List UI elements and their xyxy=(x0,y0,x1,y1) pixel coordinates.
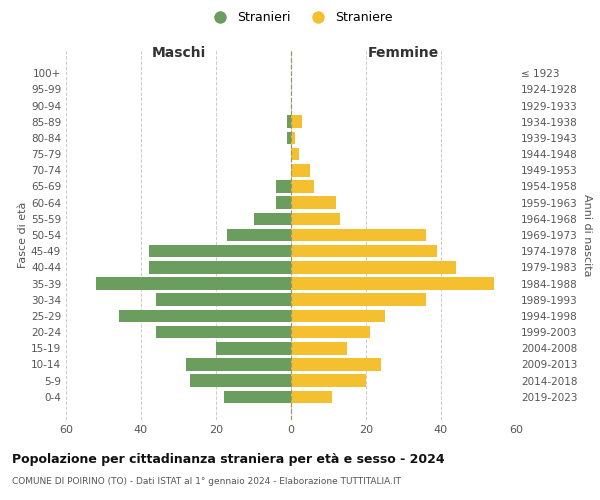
Bar xyxy=(291,326,370,338)
Bar xyxy=(156,326,291,338)
Text: Femmine: Femmine xyxy=(368,46,439,60)
Bar xyxy=(291,132,295,144)
Y-axis label: Anni di nascita: Anni di nascita xyxy=(581,194,592,276)
Bar xyxy=(190,374,291,387)
Bar xyxy=(291,148,299,160)
Bar xyxy=(149,261,291,274)
Legend: Stranieri, Straniere: Stranieri, Straniere xyxy=(202,6,398,29)
Bar xyxy=(186,358,291,371)
Bar xyxy=(291,116,302,128)
Bar xyxy=(291,358,381,371)
Bar xyxy=(291,277,493,290)
Bar xyxy=(287,116,291,128)
Bar xyxy=(291,164,310,176)
Bar xyxy=(276,180,291,193)
Text: Popolazione per cittadinanza straniera per età e sesso - 2024: Popolazione per cittadinanza straniera p… xyxy=(12,452,445,466)
Y-axis label: Fasce di età: Fasce di età xyxy=(18,202,28,268)
Bar xyxy=(254,212,291,225)
Bar xyxy=(119,310,291,322)
Bar xyxy=(216,342,291,354)
Bar xyxy=(227,228,291,241)
Bar xyxy=(291,228,426,241)
Bar xyxy=(96,277,291,290)
Bar xyxy=(291,196,336,209)
Bar xyxy=(156,294,291,306)
Bar xyxy=(291,245,437,258)
Bar xyxy=(291,310,385,322)
Bar xyxy=(291,294,426,306)
Bar xyxy=(291,390,332,403)
Bar xyxy=(291,180,314,193)
Bar xyxy=(223,390,291,403)
Bar xyxy=(149,245,291,258)
Bar xyxy=(291,374,366,387)
Bar xyxy=(291,261,456,274)
Bar xyxy=(291,212,340,225)
Text: COMUNE DI POIRINO (TO) - Dati ISTAT al 1° gennaio 2024 - Elaborazione TUTTITALIA: COMUNE DI POIRINO (TO) - Dati ISTAT al 1… xyxy=(12,478,401,486)
Bar xyxy=(287,132,291,144)
Bar xyxy=(291,342,347,354)
Bar xyxy=(276,196,291,209)
Text: Maschi: Maschi xyxy=(151,46,206,60)
